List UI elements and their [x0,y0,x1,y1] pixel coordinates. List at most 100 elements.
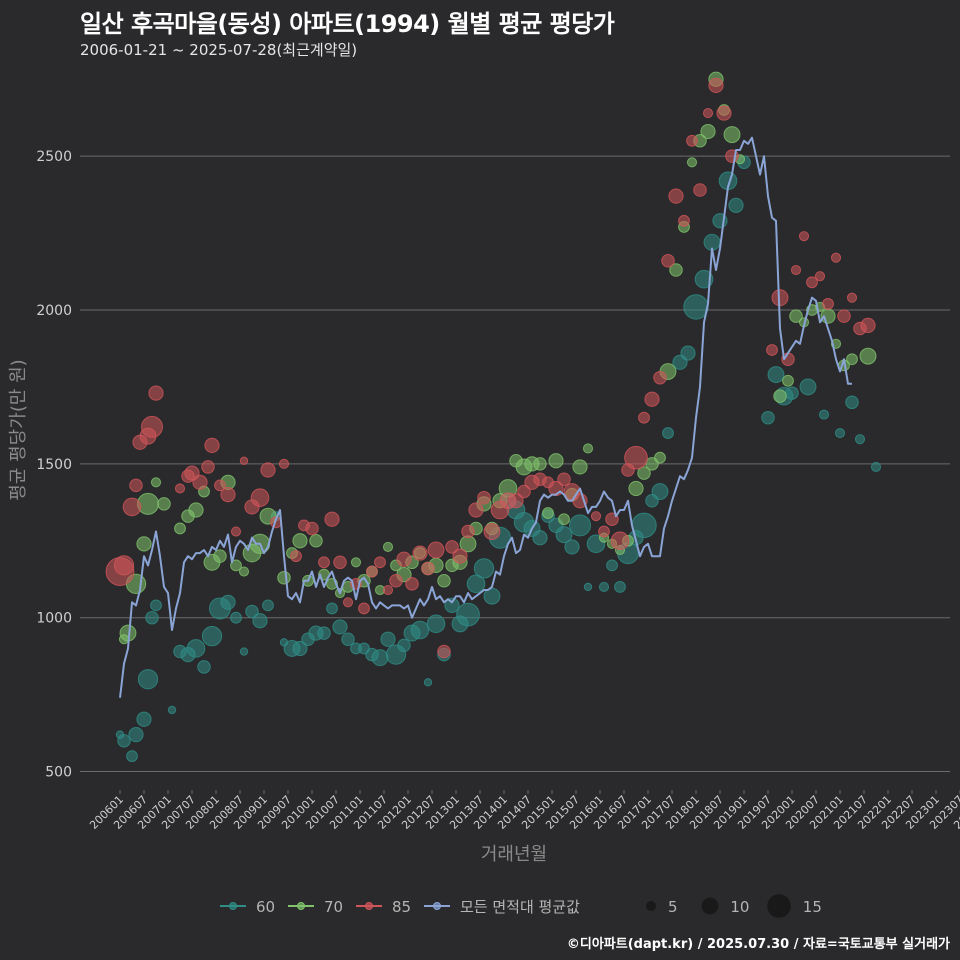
legend: 60 70 85 모든 면적대 평균값 5 10 15 [220,894,822,918]
data-point-60 [799,378,817,396]
data-point-85 [333,555,347,570]
data-point-60 [423,678,433,687]
legend-label: 85 [392,898,411,916]
data-point-85 [653,370,667,385]
data-point-85 [598,525,610,538]
data-point-60 [564,539,580,555]
data-point-70 [628,480,644,497]
data-point-60 [410,620,430,640]
data-point-60 [167,705,177,715]
data-point-70 [654,451,666,464]
data-point-60 [870,461,882,472]
data-point-70 [637,466,651,480]
data-point-60 [466,574,486,594]
data-point-85 [638,411,650,424]
data-point-60 [631,512,657,539]
legend-size-label: 10 [730,898,749,916]
data-point-60 [555,526,573,544]
data-point-85 [148,385,164,401]
data-point-85 [358,602,370,615]
data-point-60 [761,410,775,425]
data-point-70 [789,309,803,323]
data-point-85 [668,188,684,204]
data-point-85 [260,462,276,478]
data-point-70 [572,459,588,475]
data-point-60 [128,727,144,743]
data-point-70 [230,559,242,572]
data-point-60 [532,530,548,546]
data-point-85 [230,526,242,537]
data-point-70 [582,443,594,454]
data-point-85 [716,105,732,121]
data-point-60 [456,602,480,627]
data-point-85 [590,511,602,522]
data-point-70 [782,374,794,387]
y-tick-label: 2500 [36,149,72,165]
data-point-85 [141,415,163,438]
data-point-85 [421,561,435,576]
y-axis-label: 평균 평당가(만 원) [8,359,29,500]
data-point-60 [150,599,162,612]
legend-size-circle [767,894,791,918]
data-point-85 [814,271,826,282]
data-point-70 [686,157,698,168]
data-point-70 [157,497,171,511]
data-point-60 [197,660,211,674]
data-point-70 [136,536,152,552]
data-point-60 [614,581,626,593]
data-point-85 [290,550,302,563]
data-point-60 [483,587,501,605]
data-point-60 [785,386,799,400]
data-point-70 [533,457,547,471]
data-points [105,71,882,763]
data-point-85 [557,472,571,486]
data-point-60 [426,614,446,634]
data-point-60 [230,611,242,624]
data-point-85 [702,108,714,119]
data-point-85 [766,344,778,356]
data-point-85 [239,456,249,465]
data-point-85 [517,484,531,499]
data-point-70 [846,353,858,366]
data-point-70 [859,347,877,365]
data-point-60 [444,597,460,613]
data-point-85 [366,565,378,578]
data-point-70 [174,522,186,535]
data-point-85 [192,474,208,490]
data-point-60 [239,647,249,656]
data-point-85 [461,524,475,539]
legend-key-dot [229,902,237,910]
y-tick-label: 1500 [36,457,72,473]
legend-key-dot [297,902,305,910]
legend-size-circle [701,897,719,915]
data-point-60 [292,640,308,657]
x-axis-label: 거래년월 [481,844,547,865]
series-85 [105,77,876,659]
data-point-85 [790,264,802,276]
data-point-85 [305,521,319,536]
data-point-85 [708,77,724,93]
x-tick-labels: 2006012006072007012007072008012008072009… [87,790,960,832]
data-point-85 [437,644,451,659]
data-point-85 [374,556,386,569]
data-point-60 [341,632,355,646]
data-point-85 [686,134,698,147]
data-point-85 [382,584,394,596]
data-point-85 [678,214,690,227]
data-point-60 [473,558,495,579]
data-point-60 [145,610,159,625]
data-point-60 [728,197,744,213]
chart-title: 일산 후곡마을(동성) 아파트(1994) 월별 평균 평당가 [80,10,615,38]
data-point-60 [651,483,669,500]
legend-key-dot [365,902,373,910]
data-point-85 [220,487,236,503]
credit-text: ©디아파트(dapt.kr) / 2025.07.30 / 자료=국토교통부 실… [566,937,950,952]
data-point-60 [583,582,593,592]
data-point-85 [830,252,842,263]
data-point-85 [477,490,491,505]
data-point-85 [860,317,876,333]
y-tick-label: 1000 [36,611,72,627]
data-point-70 [350,557,362,568]
data-point-85 [806,276,818,289]
